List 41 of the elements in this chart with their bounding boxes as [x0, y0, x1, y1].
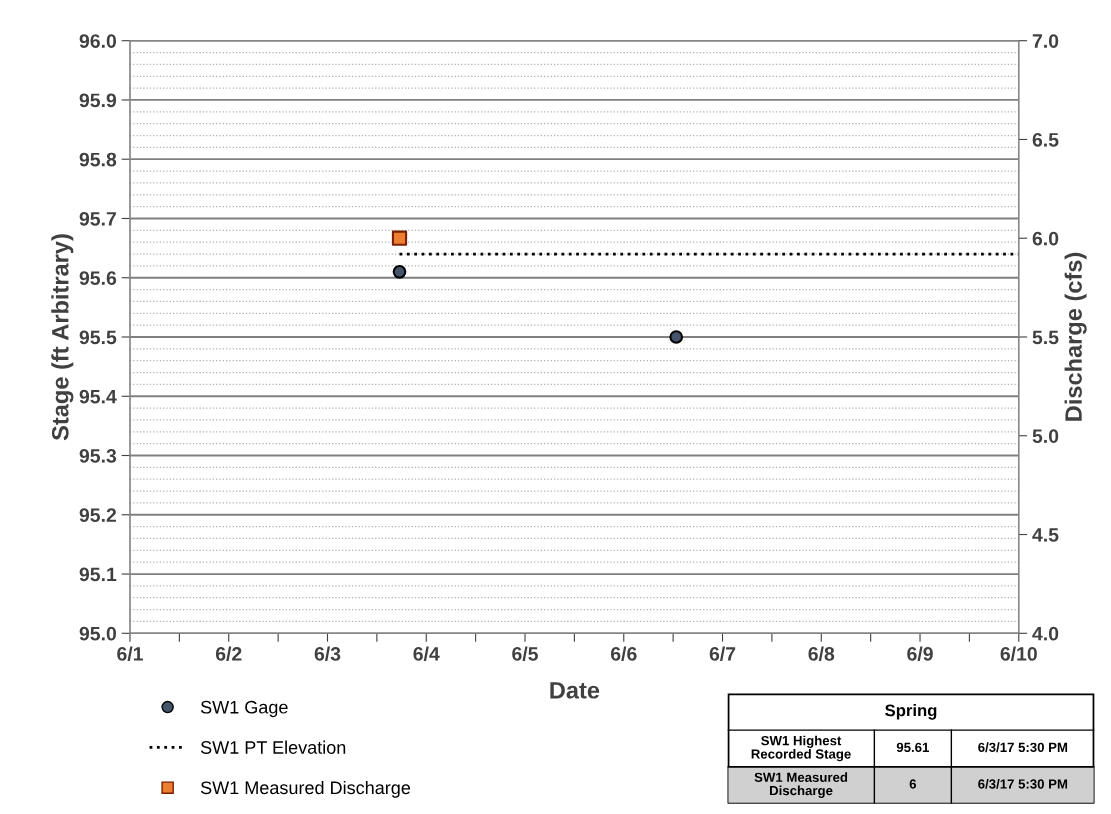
y-tick-label: 95.4 — [79, 389, 117, 404]
y2-tick-label: 4.0 — [1032, 626, 1059, 641]
y-axis-title: Stage (ft Arbitrary) — [51, 234, 74, 441]
y-tick-label: 95.0 — [79, 626, 116, 641]
x-tick-label: 6/6 — [610, 646, 637, 661]
x-tick-label: 6/5 — [512, 646, 538, 661]
y-tick-label: 95.6 — [79, 271, 117, 285]
legend-label: SW1 Measured Discharge — [200, 780, 411, 798]
x-tick-label: 6/3 — [314, 646, 341, 661]
legend-label: SW1 Gage — [200, 700, 288, 718]
x-tick-label: 6/9 — [907, 646, 933, 661]
y2-tick-label: 6.0 — [1032, 231, 1059, 246]
y-tick-label: 95.5 — [79, 330, 117, 345]
text: SW1 Highest Recorded Stage — [751, 735, 851, 762]
y2-tick-label: 4.5 — [1032, 528, 1059, 542]
y2-tick-label: 5.0 — [1032, 429, 1059, 443]
y-tick-label: 95.9 — [79, 93, 117, 108]
x-tick-label: 6/10 — [1000, 646, 1037, 661]
x-tick-label: 6/7 — [709, 646, 736, 661]
text: SW1 Measured Discharge — [754, 772, 848, 798]
x-axis-title: Date — [550, 682, 600, 699]
text: 6 — [909, 779, 917, 789]
y-tick-label: 95.1 — [79, 567, 117, 582]
y2-tick-label: 7.0 — [1032, 34, 1059, 48]
x-tick-label: 6/1 — [117, 646, 143, 661]
y-tick-label: 95.7 — [79, 211, 116, 226]
x-tick-label: 6/8 — [808, 646, 835, 661]
y-tick-label: 95.2 — [79, 508, 117, 523]
y-tick-label: 95.3 — [79, 448, 117, 463]
y2-axis-title: Discharge (cfs) — [1064, 252, 1087, 421]
y-tick-label: 95.8 — [79, 152, 117, 167]
text: 95.61 — [896, 742, 929, 753]
y2-tick-label: 5.5 — [1032, 330, 1059, 345]
legend-label: SW1 PT Elevation — [200, 740, 346, 754]
text: 6/3/17 5:30 PM — [978, 778, 1068, 789]
y2-tick-label: 6.5 — [1032, 132, 1059, 147]
text: 6/3/17 5:30 PM — [978, 742, 1068, 753]
x-tick-label: 6/2 — [215, 646, 242, 661]
x-tick-label: 6/4 — [413, 646, 440, 661]
text: Spring — [885, 704, 937, 720]
y-tick-label: 96.0 — [79, 34, 116, 48]
